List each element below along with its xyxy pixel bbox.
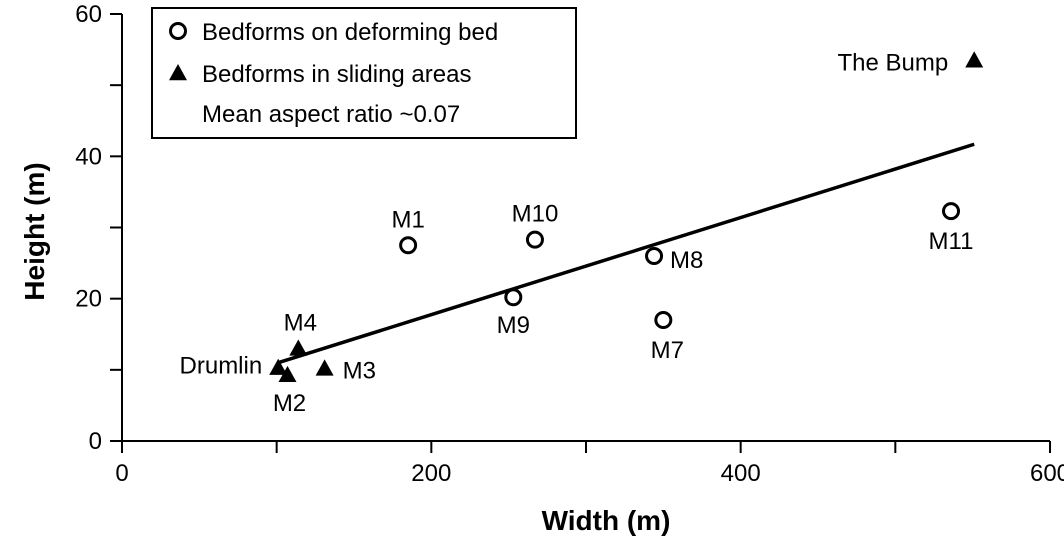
point-label: M4 [284,309,317,336]
x-axis-title: Width (m) [542,505,671,536]
legend-label: Bedforms in sliding areas [202,61,471,88]
point-m10 [525,230,544,249]
point-m3 [315,359,334,376]
point-label: M1 [391,206,424,233]
point-label: M11 [929,228,974,255]
point-label: M3 [343,357,376,384]
point-m11 [942,202,961,221]
trendline-group [277,142,975,365]
y-tick-label: 0 [89,428,102,455]
legend: Bedforms on deforming bed Bedforms in sli… [151,7,577,139]
legend-triangle-icon [169,64,187,81]
y-tick-label: 40 [75,143,102,170]
trendline [277,142,975,365]
point-label: Drumlin [180,353,263,380]
point-label: M10 [512,201,559,228]
y-tick-label: 60 [75,1,102,28]
point-m9 [504,288,523,307]
point-label: M7 [651,337,684,364]
data-points: M1 M10 M9 M8 M7 M11 Drumlin M2 M4 M3 The Bump [180,49,984,417]
point-label: M9 [497,312,530,339]
point-m7 [654,311,673,330]
point-label: M8 [670,247,703,274]
legend-label: Mean aspect ratio ~0.07 [202,101,460,128]
point-m4 [289,339,308,356]
legend-box [151,7,577,139]
point-m2 [278,365,297,383]
y-tick-label: 20 [75,286,102,313]
x-tick-label: 600 [1030,460,1064,487]
y-axis-title: Height (m) [19,162,50,300]
x-tick-label: 0 [115,460,128,487]
point-the-bump [965,51,984,68]
x-tick-label: 200 [411,460,451,487]
point-drumlin [269,358,288,375]
legend-circle-icon [169,22,187,40]
point-m8 [645,246,664,265]
point-label: The Bump [837,49,948,76]
legend-label: Bedforms on deforming bed [202,19,498,46]
point-m1 [399,236,418,255]
point-label: M2 [273,390,306,417]
x-tick-label: 400 [721,460,761,487]
